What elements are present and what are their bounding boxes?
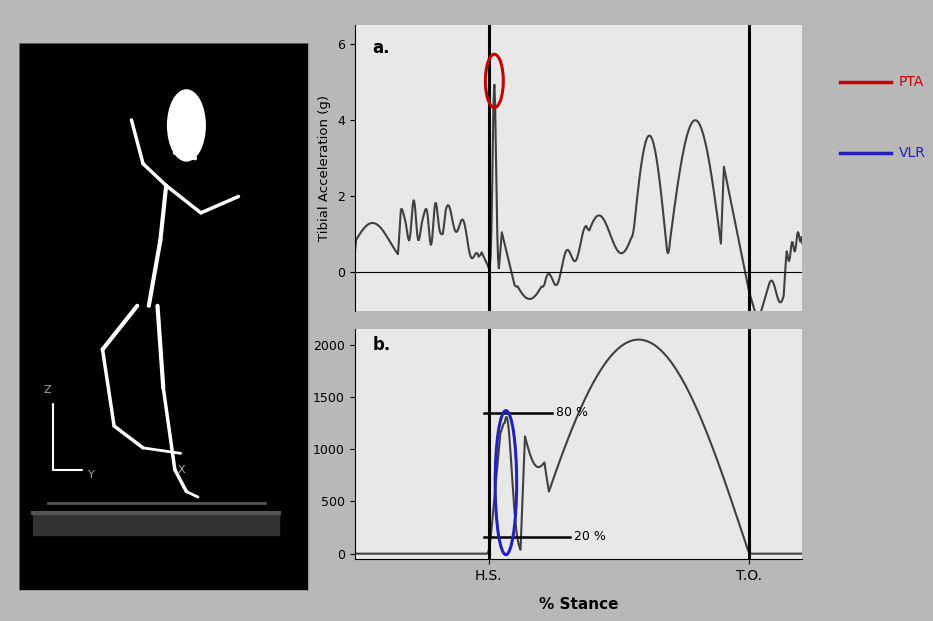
Y-axis label: Vertical ground reaction force (N): Vertical ground reaction force (N) bbox=[295, 339, 307, 549]
Text: 80 %: 80 % bbox=[556, 406, 588, 419]
Text: X: X bbox=[177, 465, 186, 474]
Text: Y: Y bbox=[88, 470, 95, 480]
Circle shape bbox=[168, 90, 205, 161]
Text: Z: Z bbox=[44, 385, 51, 395]
Y-axis label: Tibial Acceleration (g): Tibial Acceleration (g) bbox=[318, 94, 331, 241]
Text: a.: a. bbox=[372, 39, 390, 57]
Text: b.: b. bbox=[372, 336, 391, 354]
Text: VLR: VLR bbox=[898, 147, 926, 160]
Text: % Stance: % Stance bbox=[538, 597, 619, 612]
Text: PTA: PTA bbox=[898, 75, 924, 89]
Text: 20 %: 20 % bbox=[574, 530, 606, 543]
